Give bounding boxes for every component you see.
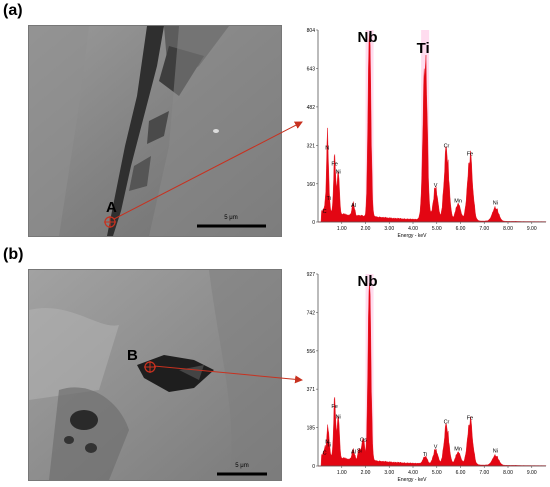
x-tick-label-b: 2.00 — [361, 470, 371, 476]
y-tick-label-b: 371 — [307, 387, 316, 393]
x-tick-label-b: 1.00 — [337, 470, 347, 476]
peak-label-ni-a: Ni — [493, 201, 498, 207]
x-tick-label-a: 3.00 — [384, 226, 394, 232]
peak-label-c-b: C — [323, 451, 327, 457]
peak-label-ni-a: Ni — [336, 170, 341, 176]
y-tick-label-b: 927 — [307, 272, 316, 278]
peak-label-mn-b: Mn — [454, 447, 462, 453]
x-tick-label-a: 2.00 — [361, 226, 371, 232]
scale-bar-label-b: 5 μm — [235, 463, 248, 469]
panel-a: (a) 5 μm A 0 160 321 482 643 804 1.00 2.00 3 — [0, 0, 550, 243]
peak-label-ni-b: Ni — [336, 414, 341, 420]
spot-label-b: B — [127, 347, 138, 364]
x-tick-label-b: 6.00 — [456, 470, 466, 476]
x-tick-label-b: 7.00 — [479, 470, 489, 476]
x-tick-label-b: 5.00 — [432, 470, 442, 476]
panel-b-label: (b) — [3, 246, 24, 263]
x-tick-label-b: 3.00 — [384, 470, 394, 476]
peak-label-al-b: Al — [351, 450, 356, 456]
y-tick-label-a: 160 — [307, 182, 316, 188]
x-axis-label-b: Energy - keV — [398, 477, 428, 483]
peak-label-v-b: V — [434, 445, 438, 451]
x-tick-label-b: 4.00 — [408, 470, 418, 476]
peak-label-ni-b: Ni — [493, 449, 498, 455]
peak-label-ti-a: Ti — [326, 196, 330, 202]
peak-annotation-nb-a: Nb — [358, 29, 378, 46]
x-axis-label-a: Energy - keV — [398, 233, 428, 239]
peak-label-fe-b: Fe — [331, 404, 337, 410]
peak-label-al-a: Al — [351, 203, 356, 209]
x-tick-label-a: 9.00 — [527, 226, 537, 232]
sem-image-a: 5 μm A — [28, 25, 282, 237]
peak-label-fe-a: Fe — [467, 152, 473, 158]
peak-label-ti-b: Ti — [423, 452, 427, 458]
peak-label-n-a: N — [325, 146, 329, 152]
y-tick-label-b: 185 — [307, 426, 316, 432]
x-tick-label-a: 6.00 — [456, 226, 466, 232]
peak-label-ti-b: Ti — [326, 442, 330, 448]
scale-bar-label-a: 5 μm — [224, 215, 237, 221]
sem-image-b: 5 μm B — [28, 269, 282, 481]
y-tick-label-b: 742 — [307, 310, 316, 316]
y-tick-label-a: 321 — [307, 143, 316, 149]
y-tick-label-b: 0 — [312, 464, 315, 470]
spectrum-svg-b: 0 185 371 556 742 927 1.00 2.00 3.00 4.00 5.00 6.00… — [307, 272, 547, 483]
peak-label-si-b: Si — [357, 449, 362, 455]
peak-label-c-a: C — [323, 209, 327, 215]
spectrum-area-a — [318, 33, 547, 223]
x-tick-label-a: 5.00 — [432, 226, 442, 232]
eds-spectrum-a: 0 160 321 482 643 804 1.00 2.00 3.00 4.00 5.00 6.00… — [300, 24, 550, 240]
peak-label-fe-a: Fe — [331, 161, 337, 167]
y-tick-label-b: 556 — [307, 349, 316, 355]
y-tick-label-a: 0 — [312, 220, 315, 226]
peak-label-v-a: V — [434, 183, 438, 189]
x-tick-label-a: 7.00 — [479, 226, 489, 232]
y-tick-label-a: 804 — [307, 28, 316, 34]
peak-label-os-b: Os — [360, 437, 367, 443]
panel-a-label: (a) — [3, 2, 23, 19]
peak-label-n-b: N — [325, 439, 329, 445]
x-tick-label-a: 8.00 — [503, 226, 513, 232]
peak-label-mn-a: Mn — [454, 198, 462, 204]
panel-b: (b) 5 μm B 0 185 371 556 742 927 1.00 2.00 3 — [0, 244, 550, 487]
peak-label-cr-a: Cr — [444, 143, 450, 149]
eds-spectrum-b: 0 185 371 556 742 927 1.00 2.00 3.00 4.00 5.00 6.00… — [300, 268, 550, 484]
peak-annotation-nb-b: Nb — [358, 273, 378, 290]
x-tick-label-a: 4.00 — [408, 226, 418, 232]
peak-annotation-ti-a: Ti — [417, 40, 430, 57]
spot-label-a: A — [106, 199, 117, 216]
peak-label-fe-b: Fe — [467, 416, 473, 422]
x-tick-label-b: 8.00 — [503, 470, 513, 476]
spectrum-svg-a: 0 160 321 482 643 804 1.00 2.00 3.00 4.00 5.00 6.00… — [307, 28, 547, 239]
peak-label-cr-b: Cr — [444, 420, 450, 426]
y-tick-label-a: 643 — [307, 66, 316, 72]
spectrum-area-b — [318, 282, 547, 467]
x-tick-label-a: 1.00 — [337, 226, 347, 232]
x-tick-label-b: 9.00 — [527, 470, 537, 476]
y-tick-label-a: 482 — [307, 105, 316, 111]
